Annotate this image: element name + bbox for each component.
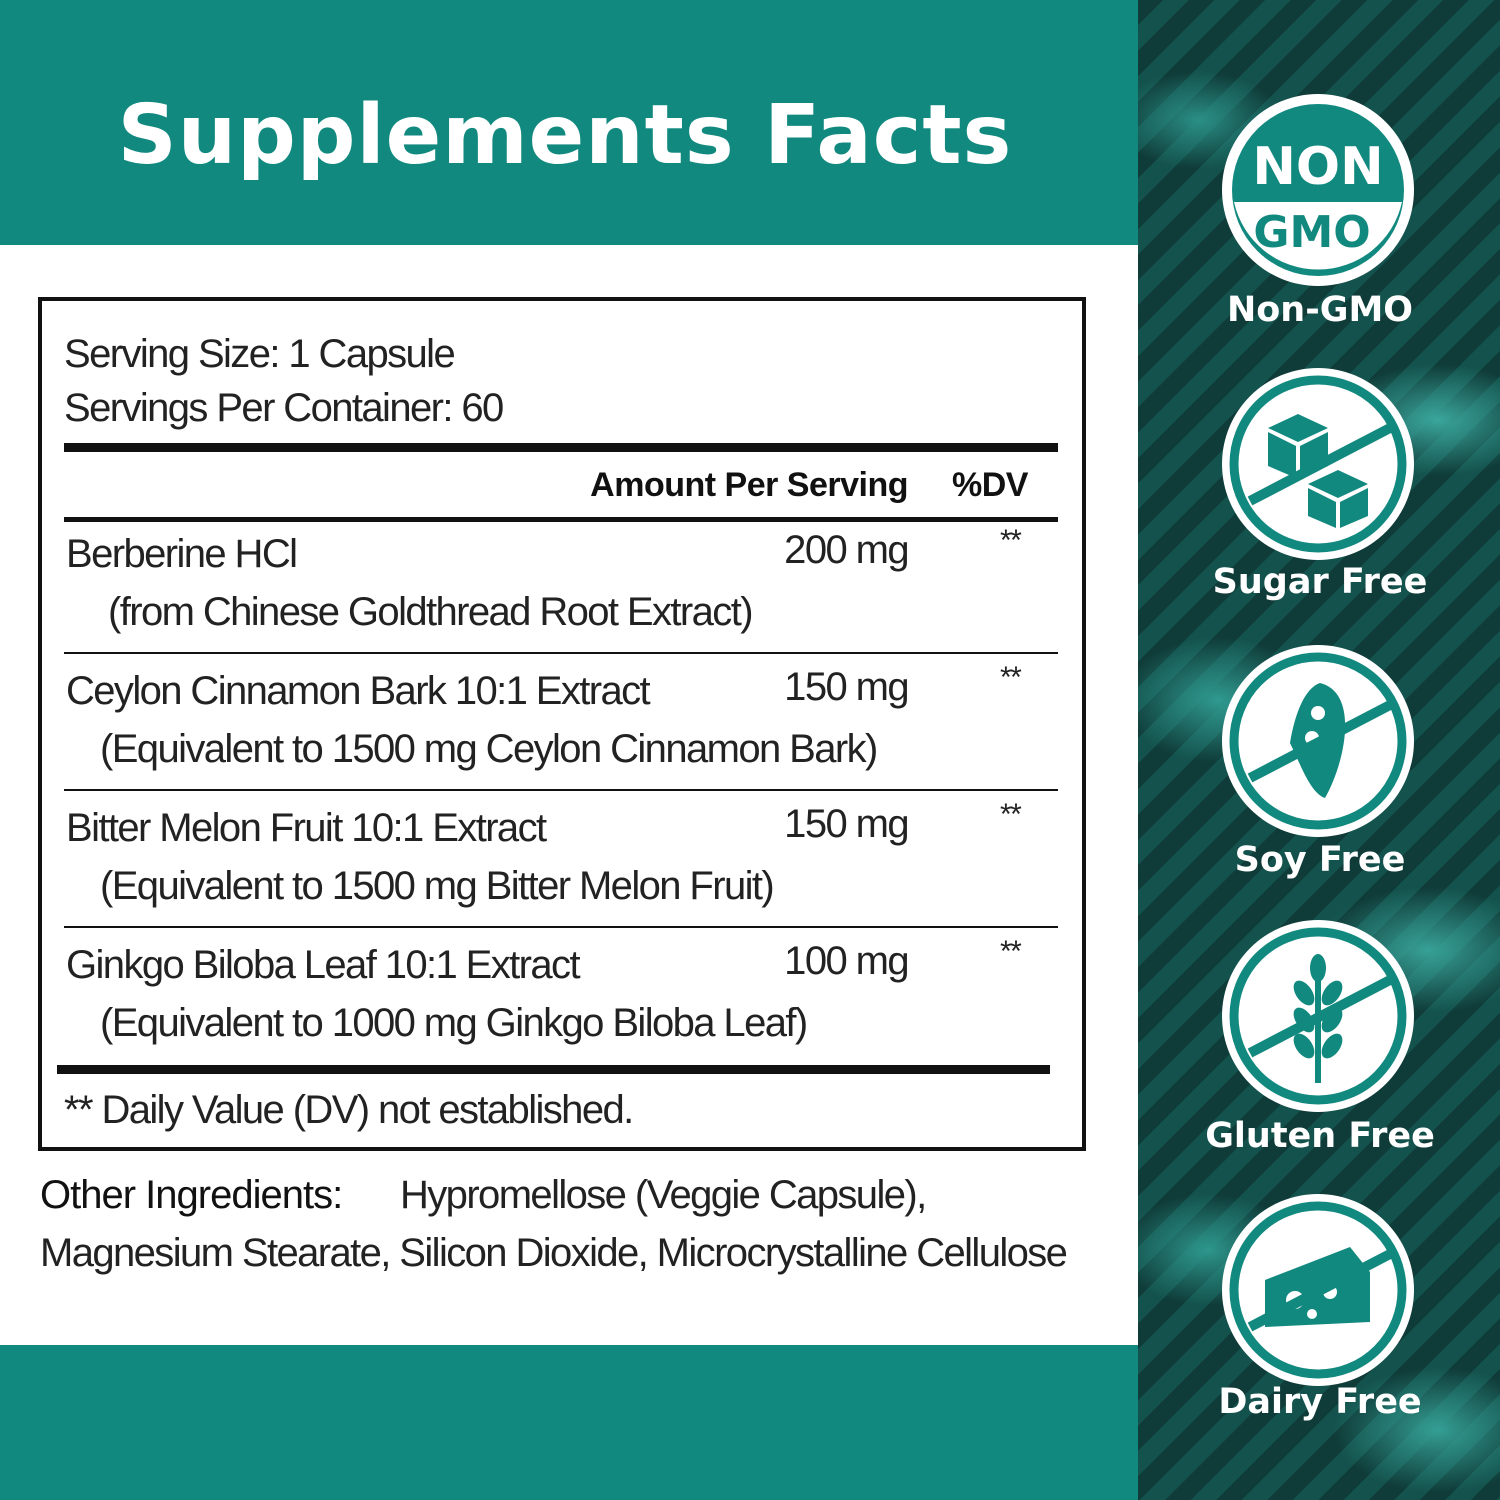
footer-banner	[0, 1345, 1138, 1500]
badge-label: Gluten Free	[1205, 1116, 1435, 1156]
ingredient-amount: 150 mg	[784, 802, 909, 846]
sugar-free-icon	[1222, 368, 1414, 560]
ingredient-name: Berberine HCl	[66, 532, 298, 576]
ingredient-name: Bitter Melon Fruit 10:1 Extract	[66, 806, 547, 850]
page-title: Supplements Facts	[117, 88, 1013, 183]
dairy-free-icon	[1222, 1194, 1414, 1386]
divider-thick	[64, 443, 1058, 452]
ingredient-dv: **	[1000, 524, 1022, 557]
divider-thick	[57, 1065, 1050, 1074]
row-divider	[64, 652, 1058, 654]
ingredient-dv: **	[1000, 935, 1022, 968]
badge-label: Sugar Free	[1212, 562, 1428, 602]
row-divider	[64, 789, 1058, 791]
ingredient-source: (Equivalent to 1000 mg Ginkgo Biloba Lea…	[100, 1001, 808, 1045]
badge-label: Soy Free	[1234, 840, 1406, 880]
ingredient-source: (Equivalent to 1500 mg Ceylon Cinnamon B…	[100, 727, 878, 771]
other-ingredients-label: Other Ingredients:	[40, 1173, 343, 1217]
servings-per-container: Servings Per Container: 60	[64, 386, 504, 430]
footnote: ** Daily Value (DV) not established.	[64, 1088, 634, 1132]
serving-size: Serving Size: 1 Capsule	[64, 332, 456, 376]
ingredient-source: (from Chinese Goldthread Root Extract)	[108, 590, 754, 634]
gluten-free-icon	[1222, 920, 1414, 1112]
divider	[64, 517, 1058, 522]
column-dv-header: %DV	[952, 466, 1028, 504]
ingredient-amount: 150 mg	[784, 665, 909, 709]
ingredient-source: (Equivalent to 1500 mg Bitter Melon Frui…	[100, 864, 775, 908]
ingredient-dv: **	[1000, 661, 1022, 694]
badge-label: Dairy Free	[1218, 1382, 1422, 1422]
header-banner	[0, 0, 1138, 245]
supplement-facts-panel	[38, 297, 1086, 1151]
row-divider	[64, 926, 1058, 928]
svg-text:NON: NON	[1252, 137, 1383, 197]
column-amount-header: Amount Per Serving	[590, 466, 908, 504]
soy-free-icon	[1222, 645, 1414, 837]
non-gmo-icon: NON GMO	[1222, 94, 1414, 286]
other-ingredients-line2: Magnesium Stearate, Silicon Dioxide, Mic…	[40, 1231, 1068, 1275]
ingredient-name: Ginkgo Biloba Leaf 10:1 Extract	[66, 943, 581, 987]
ingredient-name: Ceylon Cinnamon Bark 10:1 Extract	[66, 669, 651, 713]
other-ingredients-line1: Hypromellose (Veggie Capsule),	[400, 1173, 927, 1217]
svg-text:GMO: GMO	[1253, 207, 1370, 258]
badge-label: Non-GMO	[1226, 290, 1414, 330]
ingredient-amount: 100 mg	[784, 939, 909, 983]
ingredient-dv: **	[1000, 798, 1022, 831]
ingredient-amount: 200 mg	[784, 528, 909, 572]
